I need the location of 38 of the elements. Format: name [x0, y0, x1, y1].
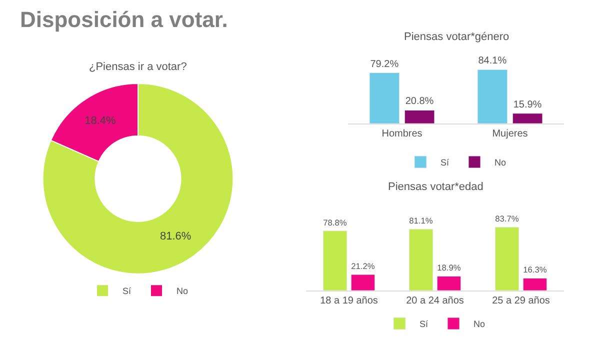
- x-tick-label: 20 a 24 años: [406, 296, 464, 307]
- bar: [408, 228, 434, 291]
- legend-label: Sí: [420, 319, 429, 330]
- bar: [436, 276, 462, 291]
- data-label: 79.2%: [370, 58, 399, 70]
- legend-label: No: [494, 158, 506, 168]
- bar: [350, 274, 376, 291]
- bar: [512, 113, 543, 124]
- data-label: 78.8%: [323, 217, 348, 228]
- legend-label: Sí: [122, 286, 132, 296]
- x-tick-label: Mujeres: [492, 128, 528, 140]
- data-label: 81.6%: [160, 230, 192, 242]
- chart-title: Disposición a votar.: [20, 7, 228, 32]
- data-label: 18.9%: [437, 262, 462, 273]
- legend-label: No: [176, 286, 188, 296]
- x-tick-label: 18 a 19 años: [320, 296, 378, 307]
- bar: [494, 226, 520, 291]
- bar: [369, 72, 400, 124]
- chart-subtitle: ¿Piensas ir a votar?: [89, 61, 187, 73]
- chart-title: Piensas votar*edad: [388, 181, 484, 193]
- bar: [404, 110, 435, 124]
- x-tick-label: 25 a 29 años: [492, 296, 550, 307]
- legend-label: No: [474, 319, 486, 330]
- data-label: 15.9%: [513, 99, 542, 110]
- legend-label: Sí: [440, 158, 450, 168]
- data-label: 18.4%: [84, 114, 116, 127]
- data-label: 83.7%: [495, 214, 520, 224]
- bar: [477, 69, 508, 124]
- data-label: 16.3%: [523, 264, 548, 275]
- data-label: 21.2%: [351, 261, 376, 272]
- bar: [322, 230, 348, 291]
- x-tick-label: Hombres: [382, 128, 422, 140]
- data-label: 20.8%: [405, 96, 434, 108]
- data-label: 84.1%: [478, 56, 507, 67]
- bar: [522, 278, 548, 291]
- donut-slice: [42, 83, 234, 274]
- data-label: 81.1%: [409, 216, 434, 226]
- chart-title: Piensas votar*género: [404, 31, 510, 43]
